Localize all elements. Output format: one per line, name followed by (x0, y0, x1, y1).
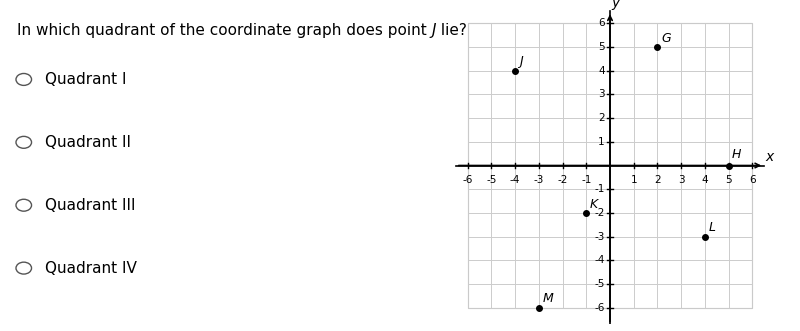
Text: -2: -2 (558, 174, 568, 184)
Text: J: J (519, 55, 523, 68)
Text: 2: 2 (598, 113, 605, 123)
Text: -3: -3 (534, 174, 544, 184)
Text: Quadrant IV: Quadrant IV (46, 260, 138, 276)
Text: 4: 4 (598, 66, 605, 76)
Text: Quadrant I: Quadrant I (46, 72, 127, 87)
Text: L: L (709, 221, 715, 234)
Text: 5: 5 (726, 174, 732, 184)
Text: -6: -6 (594, 303, 605, 313)
Text: x: x (766, 150, 774, 164)
Text: lie?: lie? (437, 23, 467, 38)
Text: Quadrant II: Quadrant II (46, 135, 131, 150)
Text: -4: -4 (510, 174, 520, 184)
Text: -2: -2 (594, 208, 605, 218)
Text: -3: -3 (594, 232, 605, 242)
Text: 6: 6 (749, 174, 755, 184)
Text: 4: 4 (702, 174, 708, 184)
Text: J: J (432, 23, 437, 38)
Text: H: H (731, 148, 741, 161)
Text: M: M (542, 292, 553, 306)
Text: 2: 2 (654, 174, 661, 184)
Text: -6: -6 (462, 174, 473, 184)
Text: Quadrant III: Quadrant III (46, 198, 136, 213)
Text: 1: 1 (598, 137, 605, 147)
Bar (468, 23, 752, 308)
Text: -1: -1 (581, 174, 591, 184)
Text: -5: -5 (486, 174, 497, 184)
Text: -1: -1 (594, 184, 605, 194)
Text: 5: 5 (598, 42, 605, 52)
Text: 3: 3 (598, 89, 605, 99)
Text: -5: -5 (594, 279, 605, 289)
Text: y: y (611, 0, 619, 10)
Text: 1: 1 (630, 174, 637, 184)
Text: 6: 6 (598, 18, 605, 28)
Text: In which quadrant of the coordinate graph does point: In which quadrant of the coordinate grap… (18, 23, 432, 38)
Text: -4: -4 (594, 255, 605, 265)
Text: K: K (590, 198, 598, 211)
Text: G: G (661, 31, 670, 45)
Text: 3: 3 (678, 174, 685, 184)
